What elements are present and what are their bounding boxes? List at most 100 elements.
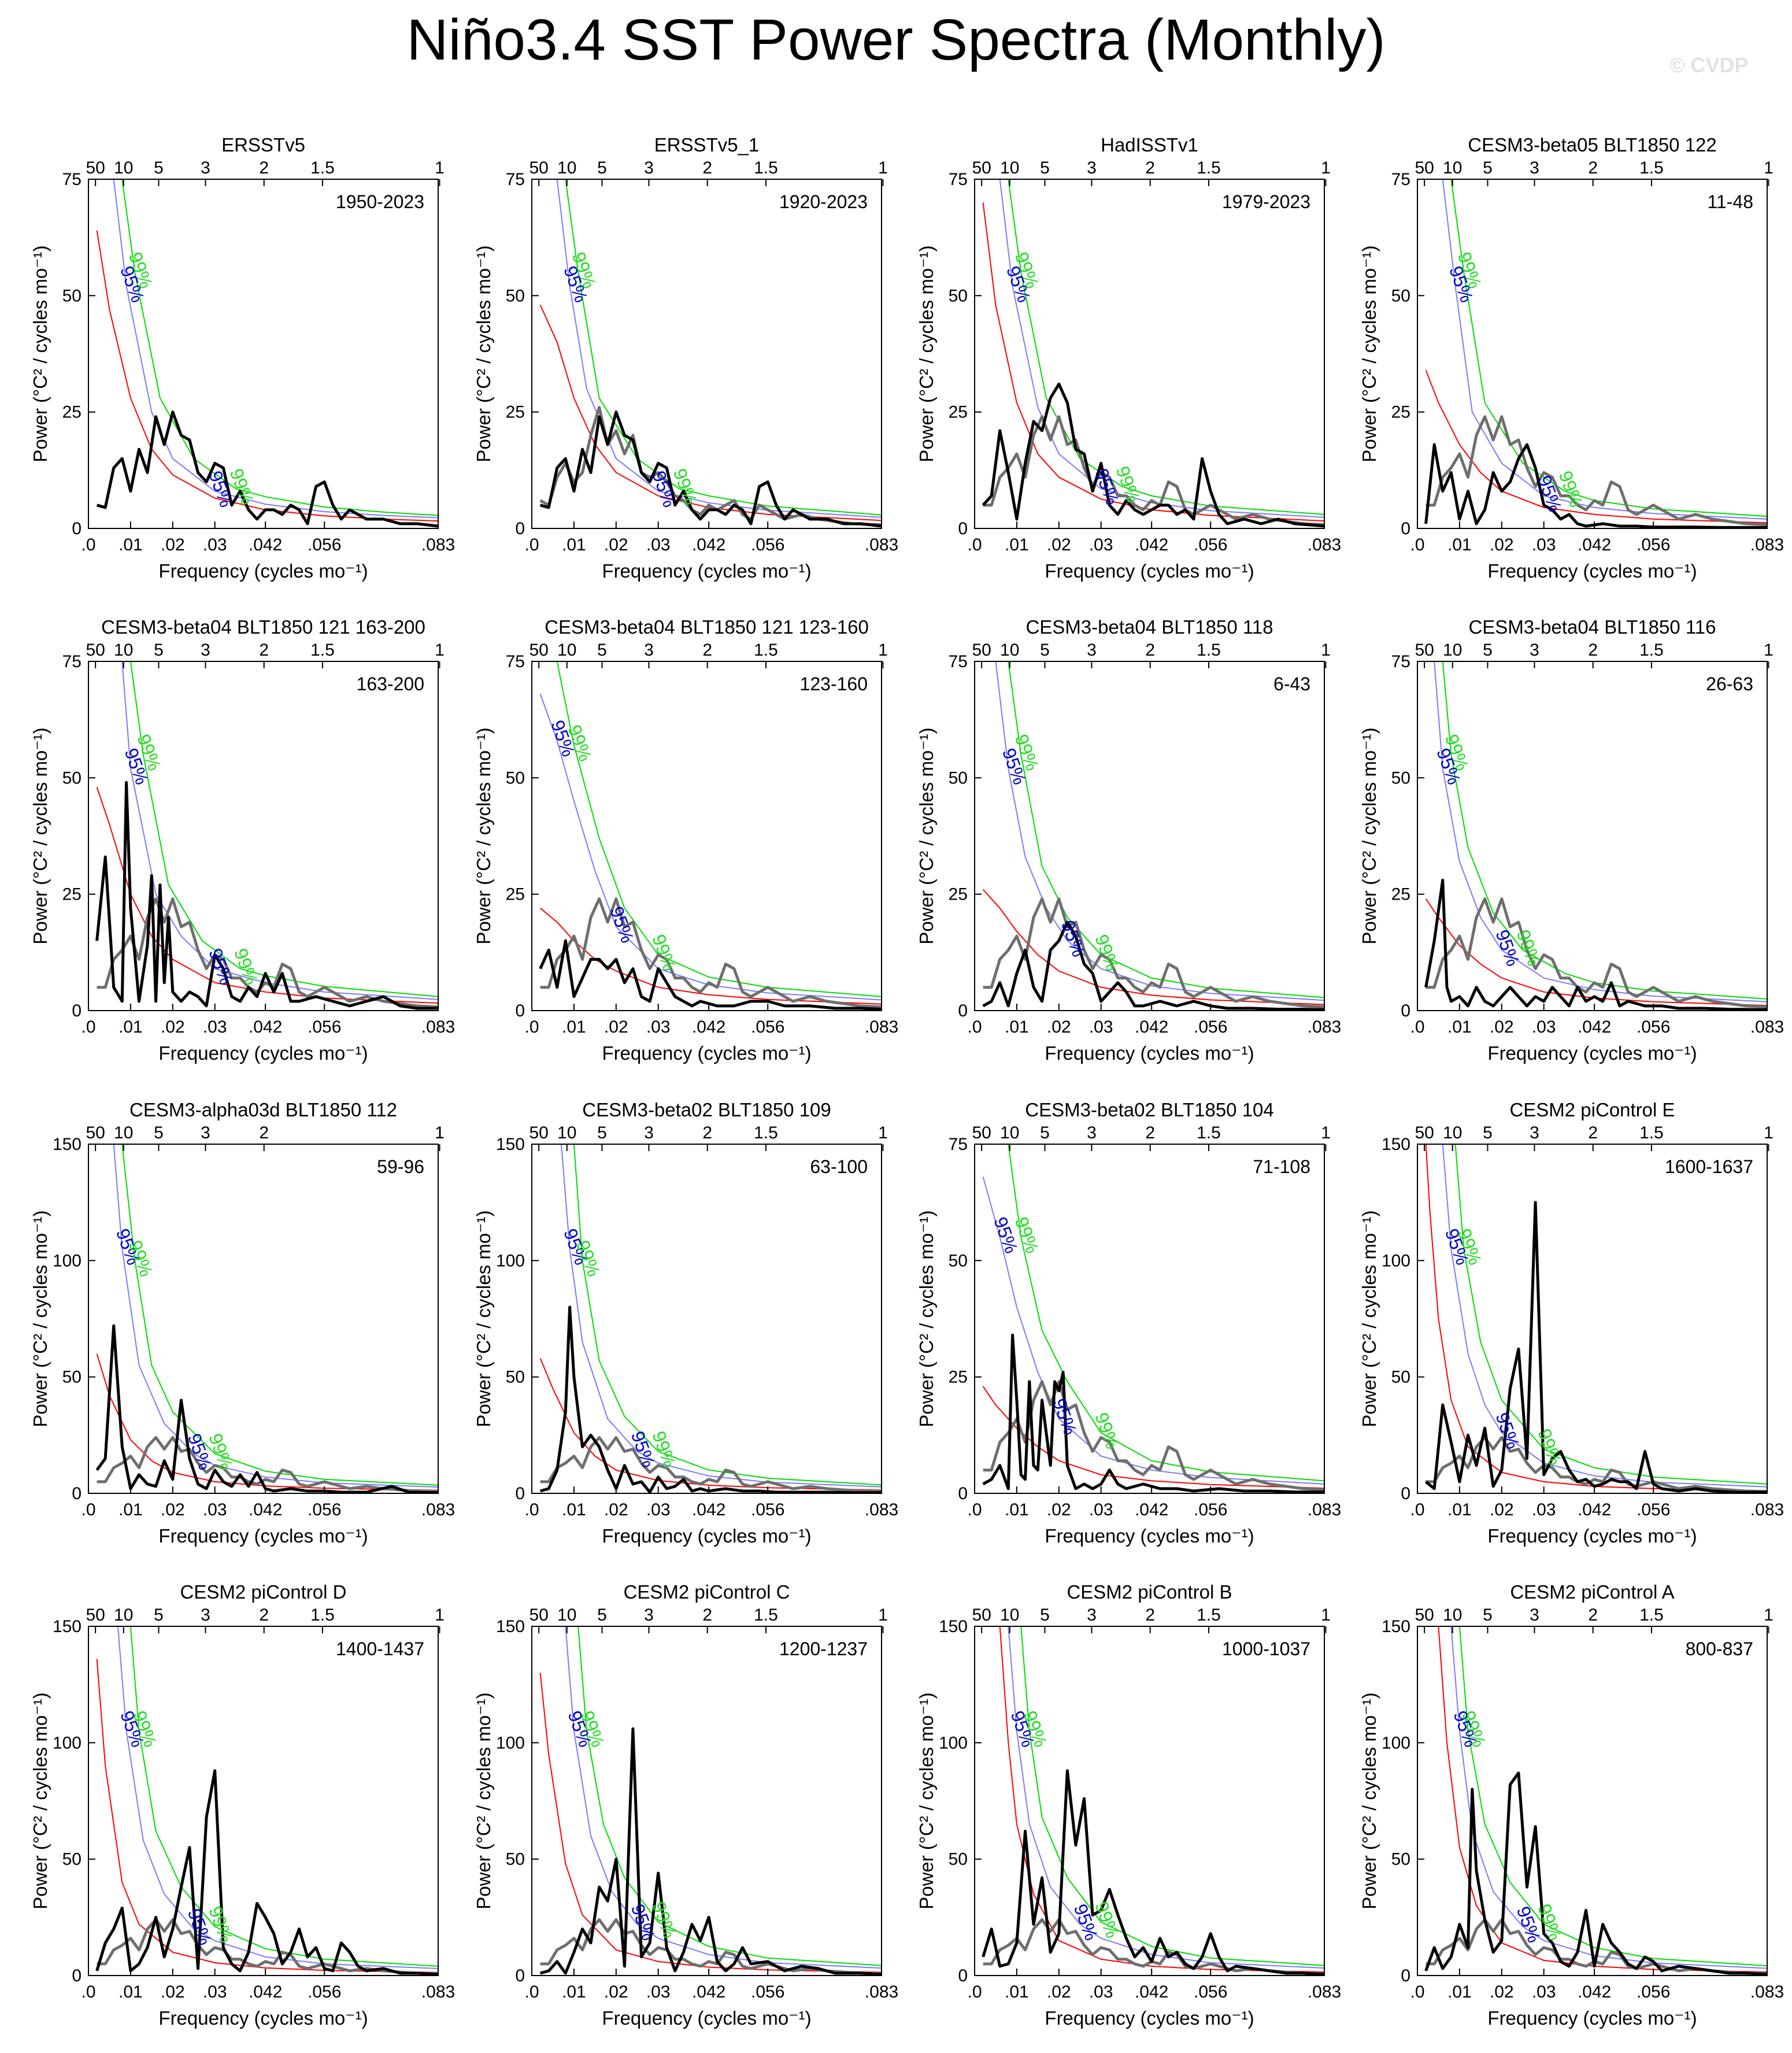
x-tick-label: .083 (865, 535, 898, 554)
x-tick-label: .042 (1578, 1018, 1611, 1037)
x-tick-label: .03 (646, 1500, 671, 1519)
y-axis-label: Power (°C² / cycles mo⁻¹) (29, 1692, 51, 1909)
x-tick-label: .03 (646, 1982, 671, 2002)
period-tick-label: 10 (1000, 1123, 1019, 1142)
y-tick-label: 0 (515, 1484, 525, 1503)
ci99-line (1008, 661, 1324, 998)
panel-title: CESM2 piControl E (1509, 1099, 1675, 1120)
y-tick-label: 50 (1391, 1368, 1410, 1387)
chart-panel: 95%99%95%99%0255075.0.01.02.03.042.056.0… (473, 616, 898, 1064)
x-tick-label: .03 (203, 1018, 227, 1037)
x-axis-label: Frequency (cycles mo⁻¹) (1487, 560, 1697, 582)
period-tick-label: 10 (1443, 641, 1462, 660)
figure-title: Niño3.4 SST Power Spectra (Monthly) (406, 8, 1386, 72)
reference-spectrum-line (540, 897, 882, 1009)
spectrum-line (95, 1769, 438, 1976)
x-tick-label: .083 (1750, 1018, 1784, 1037)
x-tick-label: .083 (1750, 1982, 1784, 2002)
x-tick-label: .02 (1490, 535, 1514, 554)
x-tick-label: .056 (1194, 1018, 1227, 1037)
y-tick-label: 0 (515, 1966, 525, 1985)
y-tick-label: 50 (1391, 1850, 1410, 1869)
panel-title: CESM3-beta02 BLT1850 104 (1025, 1099, 1274, 1120)
ci95-line (556, 179, 882, 518)
spectrum-line (982, 1333, 1324, 1493)
ci95-line (113, 179, 438, 519)
x-tick-label: .056 (308, 535, 341, 554)
spectrum-line (1424, 443, 1767, 528)
y-tick-label: 150 (53, 1617, 82, 1636)
period-tick-label: 50 (529, 641, 548, 660)
x-tick-label: .0 (524, 1018, 539, 1037)
x-axis-label: Frequency (cycles mo⁻¹) (1045, 560, 1254, 582)
ci-label: 99% (1091, 931, 1123, 973)
ci95-line (1450, 1626, 1767, 1969)
y-tick-label: 25 (949, 1368, 968, 1387)
spectrum-line (539, 939, 882, 1011)
y-tick-label: 25 (506, 403, 525, 422)
y-tick-label: 50 (62, 1850, 82, 1869)
period-tick-label: 10 (1443, 1606, 1462, 1625)
x-tick-label: .042 (1578, 1500, 1611, 1519)
y-tick-label: 25 (62, 403, 82, 422)
reference-spectrum-line (540, 1436, 882, 1493)
plot-area (1424, 1626, 1767, 1976)
x-tick-label: .0 (81, 1500, 95, 1519)
x-tick-label: .02 (1047, 1982, 1071, 2002)
period-tick-label: 5 (1483, 1123, 1493, 1142)
chart-panel: 95%99%95%99%050100150.0.01.02.03.042.056… (916, 1581, 1341, 2029)
plot-area (539, 1626, 882, 1976)
period-tick-label: 50 (1415, 158, 1434, 177)
y-axis-label: Power (°C² / cycles mo⁻¹) (1358, 1210, 1380, 1427)
y-axis-label: Power (°C² / cycles mo⁻¹) (1358, 245, 1380, 462)
x-axis-label: Frequency (cycles mo⁻¹) (158, 1525, 368, 1547)
period-tick-label: 10 (557, 1123, 576, 1142)
period-tick-label: 10 (557, 1606, 576, 1625)
plot-frame (1417, 1626, 1768, 1976)
chart-panel: 95%99%95%99%0255075.0.01.02.03.042.056.0… (916, 1099, 1341, 1547)
x-tick-label: .0 (967, 1018, 982, 1037)
y-axis-label: Power (°C² / cycles mo⁻¹) (916, 1692, 937, 1909)
spectrum-line (96, 410, 438, 528)
period-tick-label: 3 (1087, 1123, 1097, 1142)
y-tick-label: 100 (53, 1251, 82, 1270)
ci95-line (1434, 661, 1767, 1003)
chart-panel: 95%99%95%99%050100150.0.01.02.03.042.056… (473, 1099, 898, 1547)
x-tick-label: .083 (421, 1500, 455, 1519)
period-tick-label: 5 (154, 641, 164, 660)
spectrum-line (982, 920, 1324, 1011)
x-axis-label: Frequency (cycles mo⁻¹) (1045, 2007, 1254, 2029)
period-tick-label: 5 (1040, 641, 1050, 660)
panel-period: 11-48 (1708, 191, 1753, 212)
period-tick-label: 1 (435, 641, 445, 660)
chart-panel: 95%99%95%99%0255075.0.01.02.03.042.056.0… (29, 134, 455, 582)
x-tick-label: .03 (1532, 1018, 1556, 1037)
period-tick-label: 2 (1145, 641, 1155, 660)
y-tick-label: 50 (506, 768, 525, 787)
y-tick-label: 50 (506, 1368, 525, 1387)
x-tick-label: .042 (692, 535, 725, 554)
plot-frame (1417, 179, 1768, 529)
x-tick-label: .056 (751, 1982, 784, 2002)
x-axis-label: Frequency (cycles mo⁻¹) (602, 1042, 811, 1064)
spectrum-line (95, 1324, 438, 1493)
y-tick-label: 50 (62, 286, 82, 305)
x-tick-label: .056 (1194, 1500, 1227, 1519)
period-tick-label: 5 (1040, 1123, 1050, 1142)
x-tick-label: .0 (1410, 1982, 1424, 2002)
period-tick-label: 50 (529, 1123, 548, 1142)
period-tick-label: 10 (1443, 1123, 1462, 1142)
x-tick-label: .042 (1135, 1500, 1168, 1519)
y-axis-label: Power (°C² / cycles mo⁻¹) (29, 245, 51, 462)
x-tick-label: .02 (1047, 535, 1071, 554)
period-tick-label: 50 (972, 1606, 991, 1625)
ci99-line (577, 1626, 882, 1966)
red-noise-line (999, 1626, 1324, 1973)
y-tick-label: 50 (949, 286, 968, 305)
red-noise-line (539, 304, 882, 521)
y-tick-label: 100 (1382, 1733, 1410, 1752)
panel-period: 1600-1637 (1665, 1156, 1753, 1177)
x-axis-label: Frequency (cycles mo⁻¹) (158, 560, 368, 582)
chart-panel: 95%99%95%99%0255075.0.01.02.03.042.056.0… (916, 616, 1341, 1064)
plot-area (982, 661, 1324, 1011)
